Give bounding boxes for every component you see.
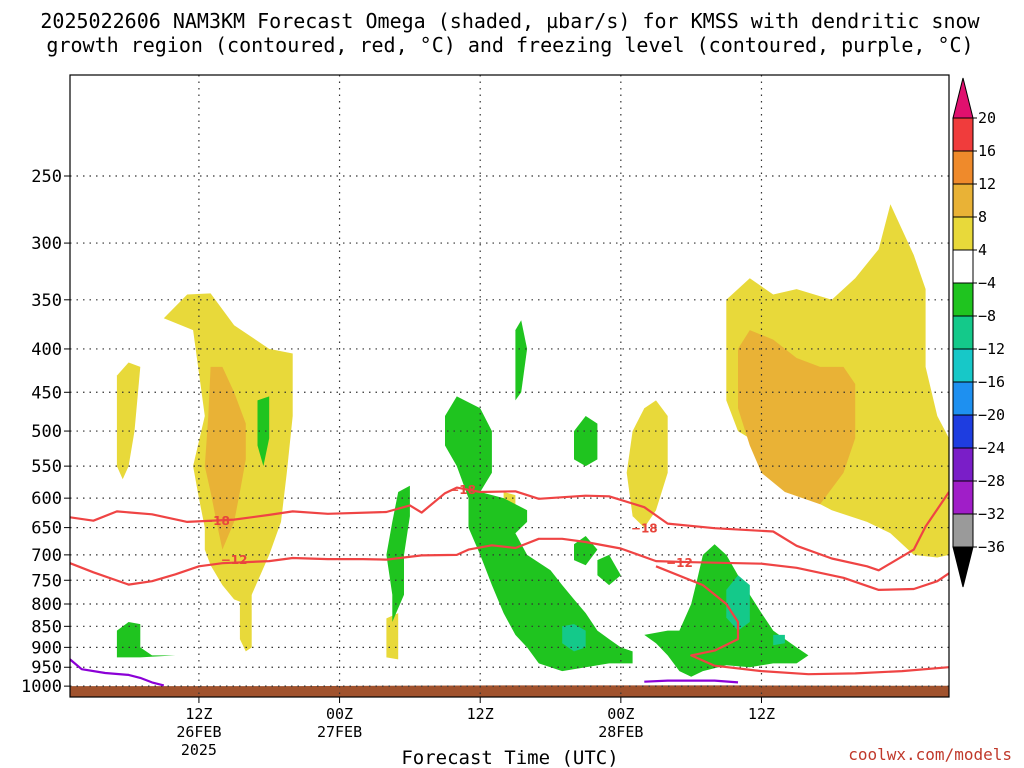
y-tick-label: 350: [31, 291, 62, 311]
omega-region-up-8-12-0: [204, 366, 246, 550]
colorbar-tick-label: 4: [978, 241, 987, 259]
terrain-layer: [70, 685, 949, 697]
colorbar: 20 16 12 8 4 −4 −8 −12 −16 −20 −24 −28 −32 −36: [952, 77, 1005, 588]
y-tick-label: 250: [31, 167, 62, 187]
colorbar-segment: [952, 447, 974, 482]
x-tick-label-line1: 12Z: [748, 705, 775, 723]
colorbar-tick-label: −20: [978, 406, 1005, 424]
y-tick-label: 600: [31, 489, 62, 509]
omega-region-down-8-12-2: [773, 634, 785, 646]
colorbar-tick-label: −16: [978, 373, 1005, 391]
contour-label: −12: [221, 553, 248, 567]
colorbar-tick-label: −8: [978, 307, 996, 325]
colorbar-bottom-arrow: [952, 546, 974, 588]
colorbar-top-arrow: [952, 77, 974, 119]
colorbar-tick-label: 16: [978, 142, 996, 160]
omega-region-down-4-8-7: [574, 416, 598, 467]
colorbar-tick-label: 12: [978, 175, 996, 193]
colorbar-tick-label: −24: [978, 439, 1005, 457]
colorbar-segment: [952, 282, 974, 317]
contour-freezing-level-0C-east: [644, 679, 739, 684]
omega-region-down-4-8-4: [515, 320, 528, 401]
colorbar-tick-label: −32: [978, 505, 1005, 523]
colorbar-segment: [952, 348, 974, 383]
colorbar-segment: [952, 315, 974, 350]
omega-region-down-4-8-3: [445, 396, 633, 672]
x-tick-label-line1: 00Z: [607, 705, 634, 723]
colorbar-tick-label: 20: [978, 109, 996, 127]
colorbar-tick-label: −4: [978, 274, 996, 292]
omega-region-up-4-8-3: [626, 400, 668, 528]
omega-region-down-4-8-0: [116, 622, 176, 658]
y-tick-label: 700: [31, 546, 62, 566]
chart-title-line1: 2025022606 NAM3KM Forecast Omega (shaded…: [40, 9, 980, 33]
terrain-ground: [70, 685, 949, 697]
x-tick-label-line1: 12Z: [467, 705, 494, 723]
omega-region-down-4-8-6: [597, 554, 621, 586]
y-tick-label: 900: [31, 638, 62, 658]
y-tick-label: 300: [31, 234, 62, 254]
omega-region-up-4-8-1: [116, 362, 141, 480]
y-axis-ticks: 2503003504004505005506006507007508008509…: [21, 167, 70, 697]
colorbar-segment: [952, 513, 974, 548]
credit-text: coolwx.com/models: [848, 745, 1012, 764]
y-tick-label: 850: [31, 617, 62, 637]
y-tick-label: 1000: [21, 677, 62, 697]
contour-label: −18: [203, 514, 230, 528]
x-tick-label-line1: 00Z: [326, 705, 353, 723]
contour-labels: −18 −18 −18 −12 −12: [203, 483, 693, 570]
y-tick-label: 550: [31, 457, 62, 477]
contour-label: −18: [449, 483, 476, 497]
colorbar-segment: [952, 216, 974, 251]
contour-lines: [70, 486, 949, 687]
x-tick-label-line1: 12Z: [185, 705, 212, 723]
colorbar-segment: [952, 249, 974, 284]
omega-region-down-4-8-1: [257, 396, 270, 467]
y-tick-label: 450: [31, 383, 62, 403]
chart-title-line2: growth region (contoured, red, °C) and f…: [46, 33, 973, 57]
omega-region-up-4-8-2: [239, 585, 252, 652]
colorbar-tick-label: −28: [978, 472, 1005, 490]
x-tick-label-line2: 27FEB: [317, 723, 362, 741]
colorbar-segment: [952, 150, 974, 185]
y-tick-label: 800: [31, 595, 62, 615]
colorbar-tick-label: −36: [978, 538, 1005, 556]
contour-freezing-level-0C-west: [70, 658, 165, 687]
omega-region-down-8-12-1: [726, 575, 750, 631]
omega-region-up-8-12-1: [738, 330, 856, 505]
x-tick-label-line2: 28FEB: [598, 723, 643, 741]
contour-dgz--18C-lowlevel: [655, 565, 949, 676]
contour-label: −18: [631, 522, 658, 536]
y-tick-label: 650: [31, 519, 62, 539]
omega-region-down-4-8-2: [386, 485, 410, 622]
omega-shading: [116, 204, 949, 677]
colorbar-segment: [952, 381, 974, 416]
x-tick-label-line3: 2025: [181, 741, 217, 759]
x-tick-label-line2: 26FEB: [176, 723, 221, 741]
contour-label: −12: [666, 556, 693, 570]
colorbar-tick-label: −12: [978, 340, 1005, 358]
contour-dgz-lower--12C: [70, 537, 949, 591]
y-tick-label: 400: [31, 340, 62, 360]
omega-region-down-8-12-0: [562, 624, 586, 652]
colorbar-segment: [952, 117, 974, 152]
y-tick-label: 500: [31, 422, 62, 442]
colorbar-tick-label: 8: [978, 208, 987, 226]
x-axis-label: Forecast Time (UTC): [401, 747, 618, 768]
colorbar-segment: [952, 414, 974, 449]
contour-dgz-upper--18C: [70, 486, 949, 572]
plot-frame: [69, 74, 950, 698]
y-tick-label: 950: [31, 658, 62, 678]
colorbar-segment: [952, 183, 974, 218]
colorbar-segment: [952, 480, 974, 515]
y-tick-label: 750: [31, 571, 62, 591]
